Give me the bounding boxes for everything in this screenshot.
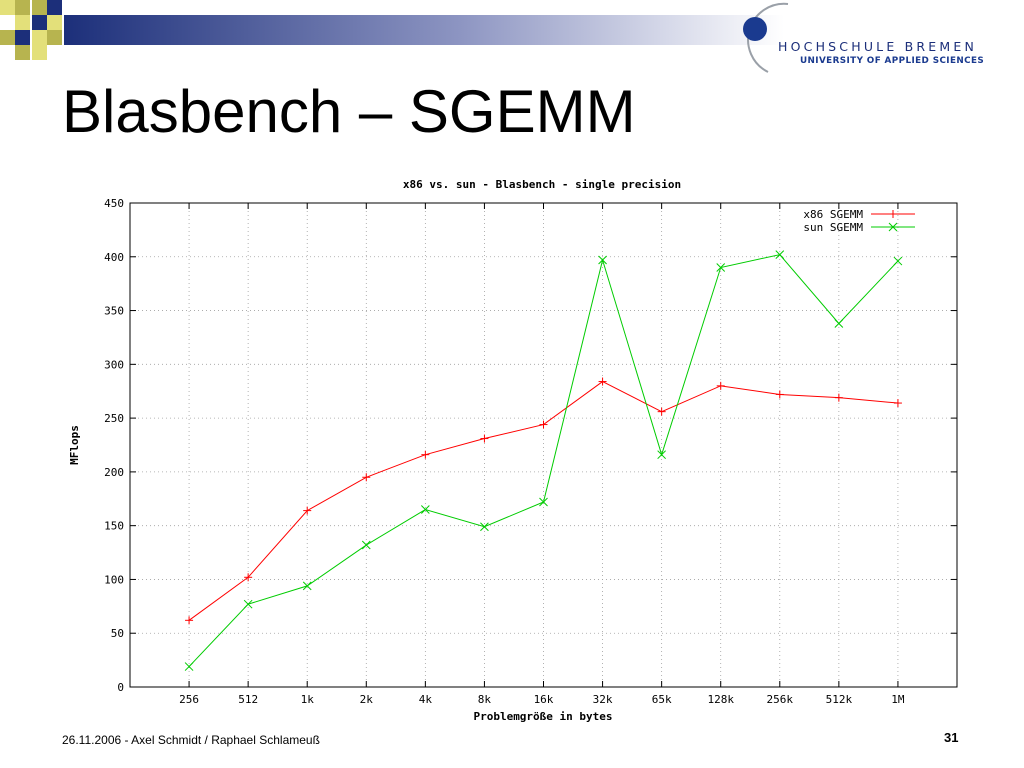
data-point-series-1 xyxy=(834,319,844,328)
legend-marker xyxy=(889,210,897,218)
line-chart: x86 vs. sun - Blasbench - single precisi… xyxy=(68,178,958,723)
x-tick-label: 65k xyxy=(652,693,672,706)
x-tick-label: 16k xyxy=(534,693,554,706)
footer-text: 26.11.2006 - Axel Schmidt / Raphael Schl… xyxy=(62,733,320,747)
logo-dot xyxy=(743,17,767,41)
data-point-series-0 xyxy=(185,616,194,625)
series-line-1 xyxy=(188,254,899,667)
x-tick-label: 128k xyxy=(707,693,734,706)
y-tick-label: 350 xyxy=(104,305,124,318)
y-tick-label: 300 xyxy=(104,358,124,371)
data-point-series-1 xyxy=(302,581,312,591)
x-tick-label: 256 xyxy=(179,693,199,706)
hochschule-bremen-logo: HOCHSCHULE BREMEN UNIVERSITY OF APPLIED … xyxy=(743,2,984,73)
header-decoration xyxy=(0,0,784,60)
header-checker-pattern xyxy=(0,0,62,60)
x-tick-label: 1M xyxy=(891,693,905,706)
data-point-series-0 xyxy=(834,393,843,402)
x-tick-label: 32k xyxy=(593,693,613,706)
data-point-series-0 xyxy=(716,381,725,390)
data-point-series-0 xyxy=(480,434,489,443)
legend-label: sun SGEMM xyxy=(803,221,863,234)
legend-label: x86 SGEMM xyxy=(803,208,863,221)
data-point-series-1 xyxy=(775,250,785,259)
data-point-series-1 xyxy=(539,497,548,507)
legend-marker xyxy=(888,222,898,232)
data-point-series-0 xyxy=(303,506,312,515)
y-tick-label: 450 xyxy=(104,197,124,210)
y-tick-label: 400 xyxy=(104,251,124,264)
y-tick-label: 200 xyxy=(104,466,124,479)
x-tick-label: 4k xyxy=(419,693,433,706)
x-tick-label: 512 xyxy=(238,693,258,706)
y-axis-label: MFlops xyxy=(68,425,81,465)
x-tick-label: 2k xyxy=(360,693,374,706)
y-tick-label: 50 xyxy=(111,627,124,640)
logo-name-text: HOCHSCHULE BREMEN xyxy=(778,39,977,54)
chart-series xyxy=(184,250,903,671)
x-tick-label: 256k xyxy=(767,693,794,706)
data-point-series-0 xyxy=(244,573,253,582)
header-gradient-bar xyxy=(64,15,784,45)
y-tick-label: 150 xyxy=(104,520,124,533)
data-point-series-1 xyxy=(893,256,903,266)
data-point-series-0 xyxy=(421,450,430,459)
data-point-series-1 xyxy=(243,599,253,609)
slide-title: Blasbench – SGEMM xyxy=(62,78,636,145)
data-point-series-1 xyxy=(716,263,726,272)
y-tick-label: 250 xyxy=(104,412,124,425)
data-point-series-0 xyxy=(775,390,784,399)
data-point-series-0 xyxy=(362,473,371,482)
x-axis-label: Problemgröße in bytes xyxy=(473,710,612,723)
chart-title: x86 vs. sun - Blasbench - single precisi… xyxy=(403,178,681,191)
y-tick-label: 0 xyxy=(117,681,124,694)
page-number: 31 xyxy=(944,730,959,745)
data-point-series-1 xyxy=(657,450,666,460)
data-point-series-1 xyxy=(421,505,430,514)
chart-grid xyxy=(130,203,957,687)
data-point-series-0 xyxy=(598,377,607,386)
data-point-series-1 xyxy=(184,662,194,671)
x-tick-label: 8k xyxy=(478,693,492,706)
data-point-series-1 xyxy=(361,540,371,550)
data-point-series-0 xyxy=(657,407,666,416)
y-tick-label: 100 xyxy=(104,573,124,586)
data-point-series-0 xyxy=(893,399,902,408)
data-point-series-1 xyxy=(480,522,489,532)
logo-subtitle-text: UNIVERSITY OF APPLIED SCIENCES xyxy=(800,56,984,66)
x-tick-label: 512k xyxy=(826,693,853,706)
data-point-series-0 xyxy=(539,420,548,429)
x-tick-label: 1k xyxy=(301,693,315,706)
data-point-series-1 xyxy=(598,255,607,265)
chart-axes: 0 50 100 150 200 250 300 350 400 450 256 512 1k 2k 4k 8… xyxy=(104,197,957,706)
